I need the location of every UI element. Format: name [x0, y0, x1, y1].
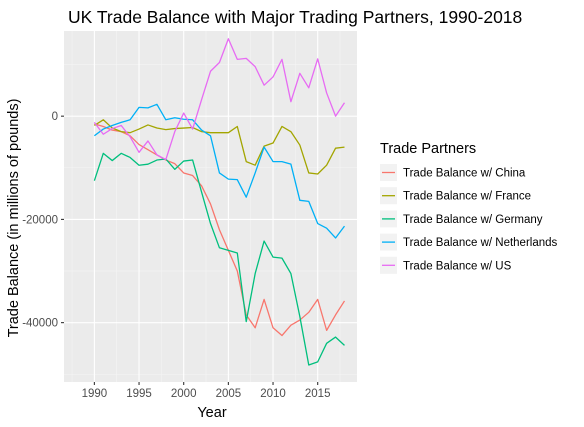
series-line-4 [93, 103, 346, 239]
series-line-1 [94, 123, 346, 337]
y-tick-label: 0 [52, 111, 58, 123]
legend-items: Trade Balance w/ China Trade Balance w/ F… [380, 164, 558, 274]
chart-title: UK Trade Balance with Major Trading Part… [68, 7, 522, 27]
x-axis-ticks: 1990 1995 2000 2005 2010 2015 [82, 382, 331, 400]
x-tick-label: 1995 [126, 388, 152, 400]
x-tick-label: 2005 [216, 388, 242, 400]
x-tick-label: 2000 [171, 388, 197, 400]
legend-title: Trade Partners [380, 141, 476, 157]
legend-label-4: Trade Balance w/ Netherlands [403, 237, 558, 249]
y-tick-label: -40000 [22, 318, 58, 330]
x-tick-label: 1990 [82, 388, 108, 400]
major-gridlines [64, 31, 357, 382]
x-tick-label: 2015 [305, 388, 331, 400]
legend-label-5: Trade Balance w/ US [403, 260, 512, 272]
y-axis-ticks: -40000 -20000 0 [22, 111, 64, 330]
series-line-3 [93, 152, 345, 366]
legend: Trade Partners Trade Balance w/ ChinaTra… [380, 141, 558, 274]
y-tick-label: -20000 [22, 214, 58, 226]
series-lines [93, 38, 346, 366]
series-line-2 [94, 119, 345, 175]
plot-panel [64, 31, 357, 382]
y-axis-title: Trade Balance (in millions of pounds) [6, 99, 22, 338]
x-axis-title: Year [197, 405, 226, 421]
x-tick-label: 2010 [260, 388, 286, 400]
legend-label-2: Trade Balance w/ France [403, 191, 531, 203]
legend-label-3: Trade Balance w/ Germany [403, 214, 543, 226]
legend-label-1: Trade Balance w/ China [403, 168, 526, 180]
series-line-5 [93, 38, 346, 161]
